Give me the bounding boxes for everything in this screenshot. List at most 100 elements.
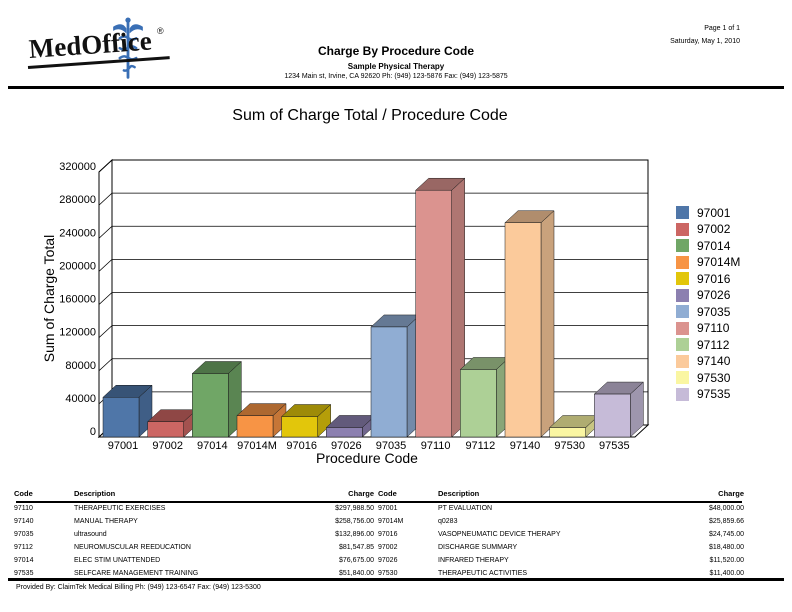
- legend-item: 97016: [676, 271, 740, 286]
- y-axis-title: Sum of Charge Total: [41, 235, 57, 362]
- charge-cell: $132,896.00: [335, 531, 374, 538]
- code-cell: 97035: [14, 531, 34, 538]
- chart-bar: [281, 416, 318, 438]
- legend-label: 97535: [697, 387, 731, 401]
- table-row: 97140 MANUAL THERAPY $258,756.00: [14, 515, 374, 528]
- legend-label: 97035: [697, 304, 731, 319]
- x-tick-label: 97035: [376, 440, 407, 452]
- table-row: 97035 ultrasound $132,896.00: [14, 528, 374, 541]
- x-axis-title: Procedure Code: [316, 450, 418, 466]
- charges-table-left: Code Description Charge 97110 THERAPEUTIC EX…: [14, 486, 374, 580]
- medoffice-logo: MedOffice ®: [24, 16, 174, 80]
- description-cell: INFRARED THERAPY: [438, 557, 509, 564]
- chart-bar: [326, 427, 363, 438]
- table-row: 97016 VASOPNEUMATIC DEVICE THERAPY $24,745…: [378, 528, 744, 541]
- report-title: Charge By Procedure Code: [317, 44, 475, 58]
- description-cell: NEUROMUSCULAR REEDUCATION: [74, 544, 191, 551]
- legend-item: 97535: [676, 387, 740, 401]
- bar-chart-3d: 0 40000 80000 120000 160000 200000 240000 28000…: [41, 158, 650, 466]
- charge-cell: $48,000.00: [708, 505, 744, 512]
- legend-label: 97530: [697, 370, 731, 385]
- y-tick-label: 40000: [65, 393, 96, 405]
- charge-cell: $51,840.00: [338, 570, 374, 577]
- code-cell: 97001: [378, 505, 398, 512]
- description-cell: ultrasound: [74, 531, 107, 538]
- legend-swatch-icon: [676, 222, 689, 236]
- description-cell: ELEC STIM UNATTENDED: [74, 557, 161, 564]
- y-axis-tick: [98, 292, 113, 305]
- report-date: Saturday, May 1, 2010: [670, 38, 740, 45]
- chart-title: Sum of Charge Total / Procedure Code: [232, 107, 508, 124]
- code-cell: 97110: [14, 505, 33, 512]
- x-tick-label: 97002: [152, 440, 183, 452]
- code-cell: 97014: [14, 557, 34, 564]
- chart-bar: [415, 189, 452, 438]
- description-cell: THERAPEUTIC EXERCISES: [74, 505, 166, 512]
- legend-swatch-icon: [676, 321, 689, 335]
- y-tick-label: 0: [90, 426, 96, 438]
- description-cell: MANUAL THERAPY: [74, 518, 138, 525]
- y-tick-label: 80000: [65, 360, 96, 372]
- charges-tables: Code Description Charge 97110 THERAPEUTIC EX…: [14, 486, 744, 580]
- legend-item: 97140: [676, 354, 740, 368]
- legend-item: 97035: [676, 304, 740, 319]
- legend-label: 97016: [697, 271, 731, 286]
- legend-label: 97140: [697, 354, 731, 368]
- table-row: 97002 DISCHARGE SUMMARY $18,480.00: [378, 541, 744, 554]
- legend-swatch-icon: [676, 272, 689, 285]
- x-tick-label: 97001: [108, 440, 139, 452]
- y-axis-tick: [98, 192, 113, 206]
- description-cell: SELFCARE MANAGEMENT TRAINING: [74, 570, 199, 577]
- x-tick-label: 97026: [331, 440, 362, 452]
- chart-bar: [504, 222, 542, 438]
- legend-item: 97110: [676, 321, 740, 335]
- table-row: 97110 THERAPEUTIC EXERCISES $297,988.50: [14, 502, 374, 515]
- charge-cell: $81,547.85: [338, 544, 374, 551]
- charge-cell: $258,756.00: [335, 518, 374, 525]
- legend-swatch-icon: [676, 255, 689, 269]
- table-header-divider: [16, 501, 742, 503]
- y-tick-label: 200000: [59, 260, 96, 272]
- chart-bar: [236, 415, 274, 438]
- code-cell: 97112: [14, 544, 33, 551]
- charge-cell: $297,988.50: [335, 505, 374, 512]
- legend-swatch-icon: [676, 239, 689, 252]
- legend-label: 97112: [697, 337, 730, 352]
- table-row: 97530 THERAPEUTIC ACTIVITIES $11,400.00: [378, 567, 744, 580]
- x-tick-label: 97140: [510, 440, 541, 452]
- table-row: 97001 PT EVALUATION $48,000.00: [378, 502, 744, 515]
- table-row: 97026 INFRARED THERAPY $11,520.00: [378, 554, 744, 567]
- code-cell: 97530: [378, 570, 398, 577]
- charge-cell: $18,480.00: [708, 544, 744, 551]
- legend-item: 97014M: [676, 255, 740, 269]
- code-cell: 97016: [378, 531, 398, 538]
- x-tick-label: 97016: [286, 440, 317, 452]
- y-tick-label: 120000: [59, 327, 96, 339]
- charge-cell: $25,859.66: [708, 518, 744, 525]
- legend-item: 97112: [676, 337, 740, 352]
- y-axis-tick: [98, 325, 113, 338]
- y-tick-label: 160000: [59, 294, 96, 306]
- description-cell: PT EVALUATION: [438, 505, 493, 512]
- legend-swatch-icon: [676, 338, 689, 351]
- legend-item: 97530: [676, 370, 740, 385]
- table-row: 97112 NEUROMUSCULAR REEDUCATION $81,547.85: [14, 541, 374, 554]
- column-header: Charge: [718, 488, 744, 498]
- x-tick-label: 97535: [599, 440, 630, 452]
- code-cell: 97002: [378, 544, 398, 551]
- footer-provided-by: Provided By: ClaimTek Medical Billing Ph…: [16, 584, 261, 591]
- legend-swatch-icon: [676, 354, 689, 368]
- legend-item: 97014: [676, 239, 740, 253]
- legend-item: 97001: [676, 206, 740, 220]
- y-axis-tick: [98, 159, 113, 173]
- charge-cell: $11,520.00: [709, 557, 744, 564]
- x-tick-label: 97530: [554, 440, 585, 452]
- table-row: 97014 ELEC STIM UNATTENDED $76,675.00: [14, 554, 374, 567]
- y-axis-tick: [98, 358, 113, 372]
- description-cell: DISCHARGE SUMMARY: [438, 544, 518, 551]
- x-tick-label: 97112: [465, 440, 495, 452]
- legend-label: 97110: [697, 321, 730, 335]
- description-cell: q0283: [438, 518, 458, 525]
- chart-bar: [147, 421, 184, 438]
